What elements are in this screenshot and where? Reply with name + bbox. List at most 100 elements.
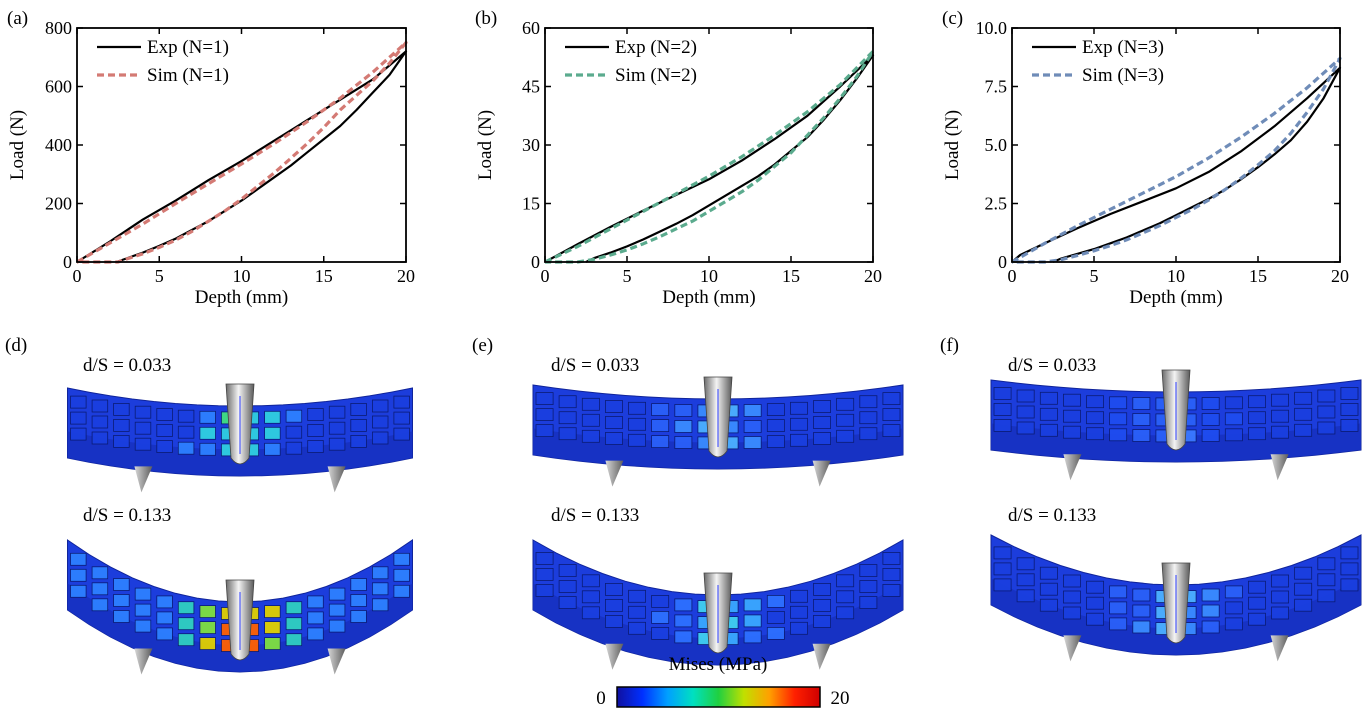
simulation-panel-1: (e) d/S = 0.033 d/S = 0.133 (472, 335, 904, 670)
beam-cell (766, 627, 785, 640)
support-pin-1 (1270, 454, 1289, 481)
beam-cell (70, 552, 87, 566)
beam-cell (1340, 546, 1359, 560)
beam-cell (813, 583, 832, 596)
beam-cell (651, 627, 670, 640)
beam-cell (1016, 573, 1035, 587)
beam-cell (371, 415, 389, 429)
beam-cell (113, 402, 130, 416)
beam-cell (535, 392, 554, 406)
beam-cell (674, 598, 693, 612)
beam-cell (350, 418, 367, 432)
beam-cell (1340, 402, 1359, 416)
beam-cell (1109, 601, 1128, 615)
beam-cell (393, 584, 410, 598)
beam-cell (91, 415, 109, 429)
support-pin-1 (327, 648, 346, 675)
beam-cell (1086, 411, 1105, 425)
beam-cell (1016, 421, 1035, 435)
beam-cell (1016, 389, 1035, 403)
beam-cell (328, 437, 346, 451)
y-tick-label: 400 (45, 135, 72, 155)
beam-cell (859, 395, 878, 409)
y-tick-label: 15 (522, 194, 540, 214)
beam-cell (113, 594, 130, 607)
y-tick-label: 5.0 (985, 135, 1008, 155)
support-pin-1 (812, 643, 831, 670)
x-tick-label: 15 (315, 266, 333, 286)
beam-cell (743, 436, 762, 449)
panel-label: (b) (475, 8, 497, 29)
beam-cell (836, 606, 855, 620)
beam-cell (156, 627, 173, 641)
beam-cell (350, 578, 367, 591)
x-tick-label: 0 (73, 266, 82, 286)
beam-cell (371, 566, 389, 580)
beam-cell (882, 392, 901, 406)
beam-cell (790, 605, 808, 619)
beam-cell (790, 417, 808, 431)
beam-cell (1086, 596, 1105, 610)
beam-cell (1294, 582, 1313, 596)
y-tick-label: 800 (45, 18, 72, 38)
beam-cell (70, 411, 87, 425)
beam-cell (766, 611, 785, 624)
beam-cell (1317, 421, 1336, 435)
beam-cell (836, 413, 855, 427)
beam-cell (605, 615, 623, 628)
x-tick-label: 10 (700, 266, 718, 286)
beam-cell (177, 633, 195, 647)
beam-cell (882, 408, 901, 422)
beam-cell (156, 408, 173, 421)
beam-cell (674, 436, 693, 449)
beam-cell (1201, 588, 1220, 602)
x-tick-label: 20 (1331, 266, 1349, 286)
support-pin-0 (605, 643, 624, 670)
x-tick-label: 5 (155, 266, 164, 286)
beam-cell (743, 420, 762, 433)
beam-cell (743, 614, 762, 628)
beam-cell (1063, 606, 1081, 620)
beam-cell (328, 405, 346, 419)
beam-cell (264, 637, 281, 650)
beam-cell (113, 434, 130, 448)
beam-cell (558, 596, 577, 609)
beam-cell (328, 619, 346, 633)
beam-cell (1063, 409, 1081, 423)
beam-cell (581, 397, 600, 411)
y-axis-title: Load (N) (475, 110, 496, 180)
beam-cell (1132, 397, 1151, 410)
beam-cell (993, 578, 1012, 592)
beam-cell (199, 605, 216, 618)
beam-cell (1248, 596, 1266, 610)
beam-cell (813, 615, 832, 628)
beam-cell (70, 568, 87, 582)
beam-cell (581, 574, 600, 588)
beam-cell (134, 405, 152, 419)
beam-cell (882, 568, 901, 581)
beam-cell (371, 431, 389, 445)
support-pin-1 (812, 460, 831, 487)
y-tick-label: 30 (522, 135, 540, 155)
panel-label: (a) (7, 8, 28, 29)
support-pin-0 (134, 648, 153, 675)
beam-cell (1271, 425, 1290, 439)
beam-cell (836, 429, 855, 443)
y-tick-label: 200 (45, 194, 72, 214)
beam-cell (1109, 412, 1128, 426)
beam-cell (134, 437, 152, 451)
beam-cell (1248, 395, 1266, 409)
beam-cell (859, 411, 878, 425)
beam-cell (177, 617, 195, 631)
beam-cell (581, 590, 600, 604)
beam-cell (1271, 409, 1290, 423)
beam-cell (1294, 407, 1313, 421)
beam-cell (859, 564, 878, 577)
beam-cell (1340, 386, 1359, 400)
beam-cell (651, 611, 670, 624)
beam-cell (156, 424, 173, 437)
plot-frame (544, 27, 874, 263)
beam-cell (674, 630, 693, 644)
beam-cell (70, 395, 87, 409)
